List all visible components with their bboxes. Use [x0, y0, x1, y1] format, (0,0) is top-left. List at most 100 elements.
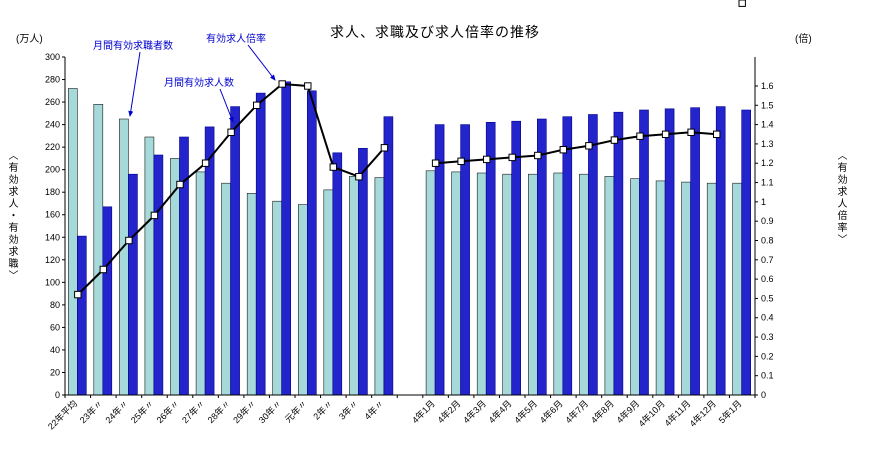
x-axis-label: 4年12月	[687, 398, 718, 429]
x-axis-label: 24年〃	[103, 398, 131, 426]
x-axis-label: 4年11月	[662, 398, 693, 429]
ratio-marker	[713, 130, 721, 139]
right-tick-label: 1.5	[761, 100, 774, 110]
bars-seekers	[68, 88, 743, 396]
bar-seekers	[451, 171, 461, 396]
bar-seekers	[221, 182, 231, 396]
right-tick-label: 0.8	[761, 235, 774, 245]
right-tick-label: 0.1	[761, 371, 774, 381]
bar-openings	[230, 106, 240, 396]
x-axis-label: 4年7月	[563, 398, 591, 426]
ratio-marker	[687, 128, 695, 137]
bar-openings	[485, 122, 496, 396]
bar-openings	[690, 107, 700, 396]
ratio-marker	[150, 211, 159, 220]
x-axis-label: 4年3月	[460, 398, 488, 426]
legend-seekers-label: 月間有効求職者数	[93, 41, 173, 52]
ratio-marker	[304, 82, 312, 90]
left-tick-label: 300	[45, 52, 60, 62]
ratio-marker	[483, 155, 491, 164]
bar-seekers	[195, 171, 206, 396]
ratio-marker	[329, 163, 338, 171]
left-tick-label: 260	[45, 97, 60, 107]
bar-openings	[741, 109, 752, 396]
axes	[64, 57, 756, 398]
right-tick-label: 0.3	[761, 332, 774, 342]
right-tick-label: 1.6	[761, 81, 774, 91]
left-tick-label: 100	[45, 277, 60, 287]
annotation-arrow	[128, 51, 141, 117]
left-tick-label: 240	[45, 120, 60, 130]
bar-seekers	[374, 177, 385, 396]
x-axis-label: 4年6月	[537, 398, 565, 426]
bar-openings	[281, 81, 292, 396]
ratio-marker	[176, 180, 184, 189]
bar-seekers	[93, 104, 104, 396]
bar-openings	[511, 120, 522, 396]
ratio-marker	[610, 136, 619, 144]
bar-seekers	[655, 180, 666, 396]
ratio-line	[74, 0, 746, 299]
x-axis-label: 4年〃	[362, 398, 386, 422]
right-tick-label: 0.4	[761, 313, 774, 323]
ratio-marker	[278, 80, 286, 88]
bar-openings	[639, 109, 649, 396]
bar-seekers	[246, 193, 257, 396]
bar-seekers	[297, 204, 308, 396]
left-tick-label: 80	[50, 300, 60, 310]
bar-openings	[102, 206, 113, 396]
bar-openings	[460, 124, 470, 396]
bar-openings	[255, 92, 266, 396]
ratio-marker	[534, 151, 542, 160]
right-tick-label: 0.6	[761, 274, 774, 284]
legend-openings-label: 月間有効求人数	[164, 78, 234, 89]
x-axis-label: 22年平均	[45, 398, 79, 432]
bar-openings	[664, 108, 675, 396]
annotation-arrow	[247, 44, 276, 81]
x-axis-label: 23年〃	[77, 398, 105, 426]
ratio-marker	[253, 101, 261, 109]
bar-openings	[358, 148, 368, 396]
ratio-marker	[99, 265, 107, 274]
bar-seekers	[579, 173, 589, 396]
x-axis-label: 26年〃	[154, 398, 182, 426]
x-axis-label: 4年8月	[588, 398, 616, 426]
bar-openings	[613, 111, 624, 396]
annotation-arrows	[128, 44, 276, 123]
ratio-line-segment	[435, 131, 717, 165]
bar-openings	[179, 136, 189, 396]
bar-seekers	[119, 118, 129, 396]
x-axis-label: 4年4月	[486, 398, 514, 426]
bars-openings	[77, 81, 752, 396]
annotation-arrow	[219, 88, 234, 123]
left-axis-unit: (万人)	[16, 34, 43, 45]
x-axis-label: 元年〃	[282, 398, 309, 425]
bar-seekers	[553, 172, 564, 396]
left-tick-label: 60	[50, 322, 60, 332]
x-axis-label: 3年〃	[336, 398, 360, 422]
right-tick-label: 1.4	[761, 120, 774, 130]
ratio-marker	[201, 159, 210, 167]
bar-seekers	[502, 173, 513, 396]
ratio-marker	[738, 0, 746, 7]
bar-seekers	[272, 200, 283, 396]
x-axis-label: 4年10月	[636, 398, 667, 429]
ratio-marker	[559, 146, 567, 154]
right-tick-label: 1.1	[761, 178, 774, 188]
bar-openings	[128, 173, 138, 396]
left-tick-label: 40	[50, 345, 60, 355]
bar-seekers	[681, 181, 691, 396]
ratio-marker	[661, 130, 670, 139]
right-tick-label: 0.5	[761, 293, 774, 303]
bar-openings	[306, 90, 317, 396]
ratio-marker	[355, 173, 363, 181]
bar-openings	[536, 118, 547, 396]
ratio-marker	[74, 290, 82, 299]
x-axis-label: 4年2月	[435, 398, 463, 426]
bar-openings	[204, 126, 215, 396]
left-tick-label: 200	[45, 165, 60, 175]
bar-openings	[383, 116, 394, 396]
